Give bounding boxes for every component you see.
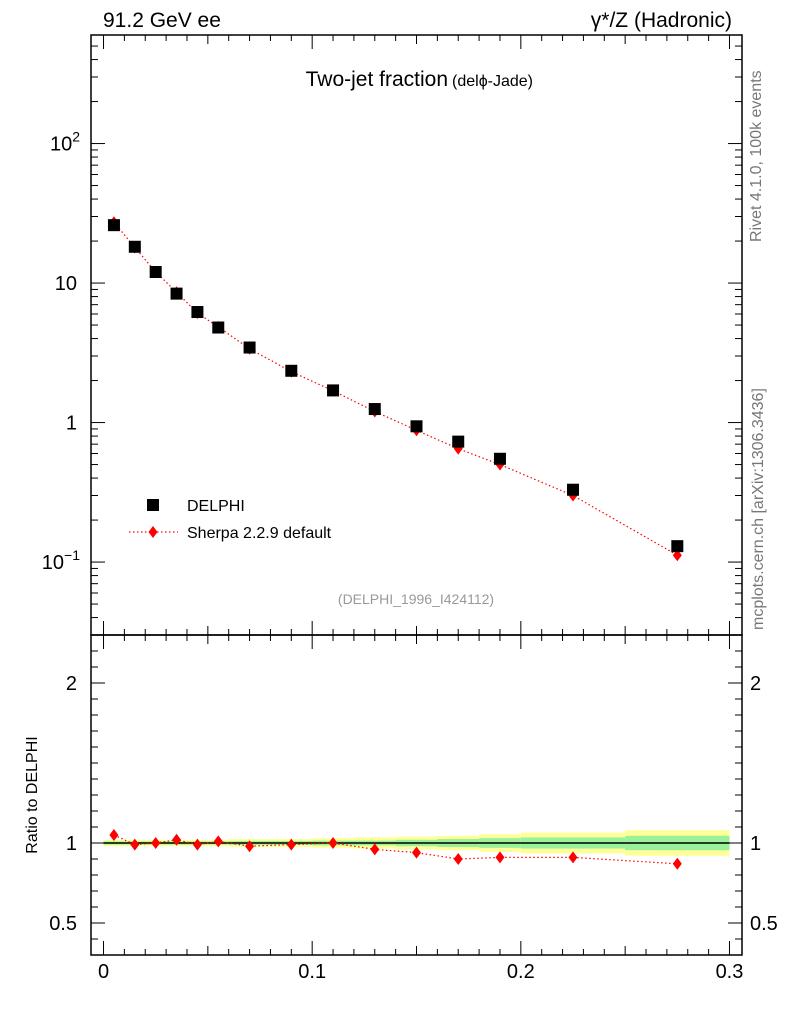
ratio-point: [568, 851, 578, 864]
ratio-y-tick-label: 0.5: [49, 913, 77, 935]
legend-mc-marker: [148, 526, 158, 538]
ratio-y-axis-label: Ratio to DELPHI: [24, 736, 41, 853]
main-axis-ticks: [91, 34, 742, 636]
ratio-axis-ticks: [91, 635, 742, 955]
ratio-point: [151, 837, 161, 849]
ratio-y-tick-label: 2: [66, 673, 77, 695]
ratio-plot-frame: [90, 634, 743, 956]
x-tick-label: 0.2: [507, 961, 535, 983]
gamma-z-symbol: γ*/Z: [591, 9, 629, 32]
phi-symbol: ϕ: [479, 73, 488, 90]
x-tick-label: 0.1: [298, 961, 326, 983]
header-right-label: γ*/Z (Hadronic): [591, 9, 732, 32]
data-point: [170, 287, 183, 300]
data-point: [410, 420, 423, 433]
legend-mc-label: Sherpa 2.2.9 default: [187, 525, 332, 542]
ratio-mc-points: [109, 829, 682, 870]
chart-subtitle: (delϕ-Jade): [452, 73, 533, 90]
data-point: [243, 341, 256, 354]
ratio-plot-panel: 0.5 0.5 1 1 2 2 0 0.1 0.2 0.3 Ratio to DELPHI: [24, 634, 778, 983]
x-tick-labels: 0 0.1 0.2 0.3: [98, 961, 743, 983]
y-tick-label-exp: 2: [72, 129, 80, 145]
ratio-point: [109, 829, 119, 841]
ratio-point: [213, 835, 223, 848]
x-tick-label: 0.3: [716, 961, 744, 983]
ratio-point: [245, 840, 255, 853]
legend-data-marker: [147, 499, 159, 511]
ratio-point: [453, 853, 463, 865]
data-point: [191, 306, 204, 319]
data-point: [285, 364, 298, 377]
ratio-y-tick-label-right: 2: [750, 673, 761, 695]
ratio-point: [172, 833, 182, 846]
chart-subtitle-pre: (del: [452, 73, 479, 90]
ratio-y-tick-label-right: 1: [750, 833, 761, 855]
data-point: [671, 540, 684, 553]
y-tick-label: 1: [66, 413, 77, 435]
reference-label: (DELPHI_1996_I424112): [338, 591, 494, 607]
data-point: [368, 403, 381, 416]
data-point: [327, 384, 340, 397]
data-point: [452, 435, 465, 448]
mcplots-label: mcplots.cern.ch [arXiv:1306.3436]: [750, 388, 767, 630]
ratio-point: [286, 838, 296, 851]
legend-data-label: DELPHI: [187, 498, 245, 515]
data-point: [212, 321, 225, 334]
y-tick-label-base: 10: [42, 552, 64, 574]
data-point: [493, 452, 506, 465]
chart-subtitle-post: -Jade): [488, 73, 533, 90]
ratio-y-tick-label: 1: [66, 833, 77, 855]
ratio-point: [495, 851, 505, 864]
data-series-points: [107, 219, 684, 553]
main-plot-frame: [90, 34, 743, 636]
ratio-point: [412, 846, 421, 859]
ratio-y-tick-label-right: 0.5: [750, 913, 778, 935]
ratio-y-tick-labels: 0.5 0.5 1 1 2 2: [49, 673, 778, 935]
y-tick-label-exp: −1: [64, 547, 80, 563]
data-point: [128, 240, 141, 253]
ratio-point: [370, 843, 380, 856]
rivet-version-label: Rivet 4.1.0, 100k events: [748, 70, 765, 242]
y-tick-label: 102: [50, 129, 80, 156]
y-tick-label: 10−1: [42, 547, 80, 574]
y-tick-label-base: 10: [50, 134, 72, 156]
ratio-point: [192, 838, 202, 851]
data-point: [149, 266, 162, 279]
header-right-rest: (Hadronic): [628, 9, 732, 32]
ratio-point: [328, 837, 338, 849]
data-point: [566, 483, 579, 496]
data-point: [107, 219, 120, 232]
legend: DELPHI Sherpa 2.2.9 default: [129, 498, 332, 542]
x-tick-label: 0: [98, 961, 109, 983]
mc-point: [672, 549, 682, 562]
header-left-label: 91.2 GeV ee: [103, 9, 221, 32]
y-tick-label: 10: [55, 273, 77, 295]
ratio-point: [672, 857, 682, 870]
ratio-point: [130, 838, 140, 851]
chart-title: Two-jet fraction: [306, 68, 448, 91]
